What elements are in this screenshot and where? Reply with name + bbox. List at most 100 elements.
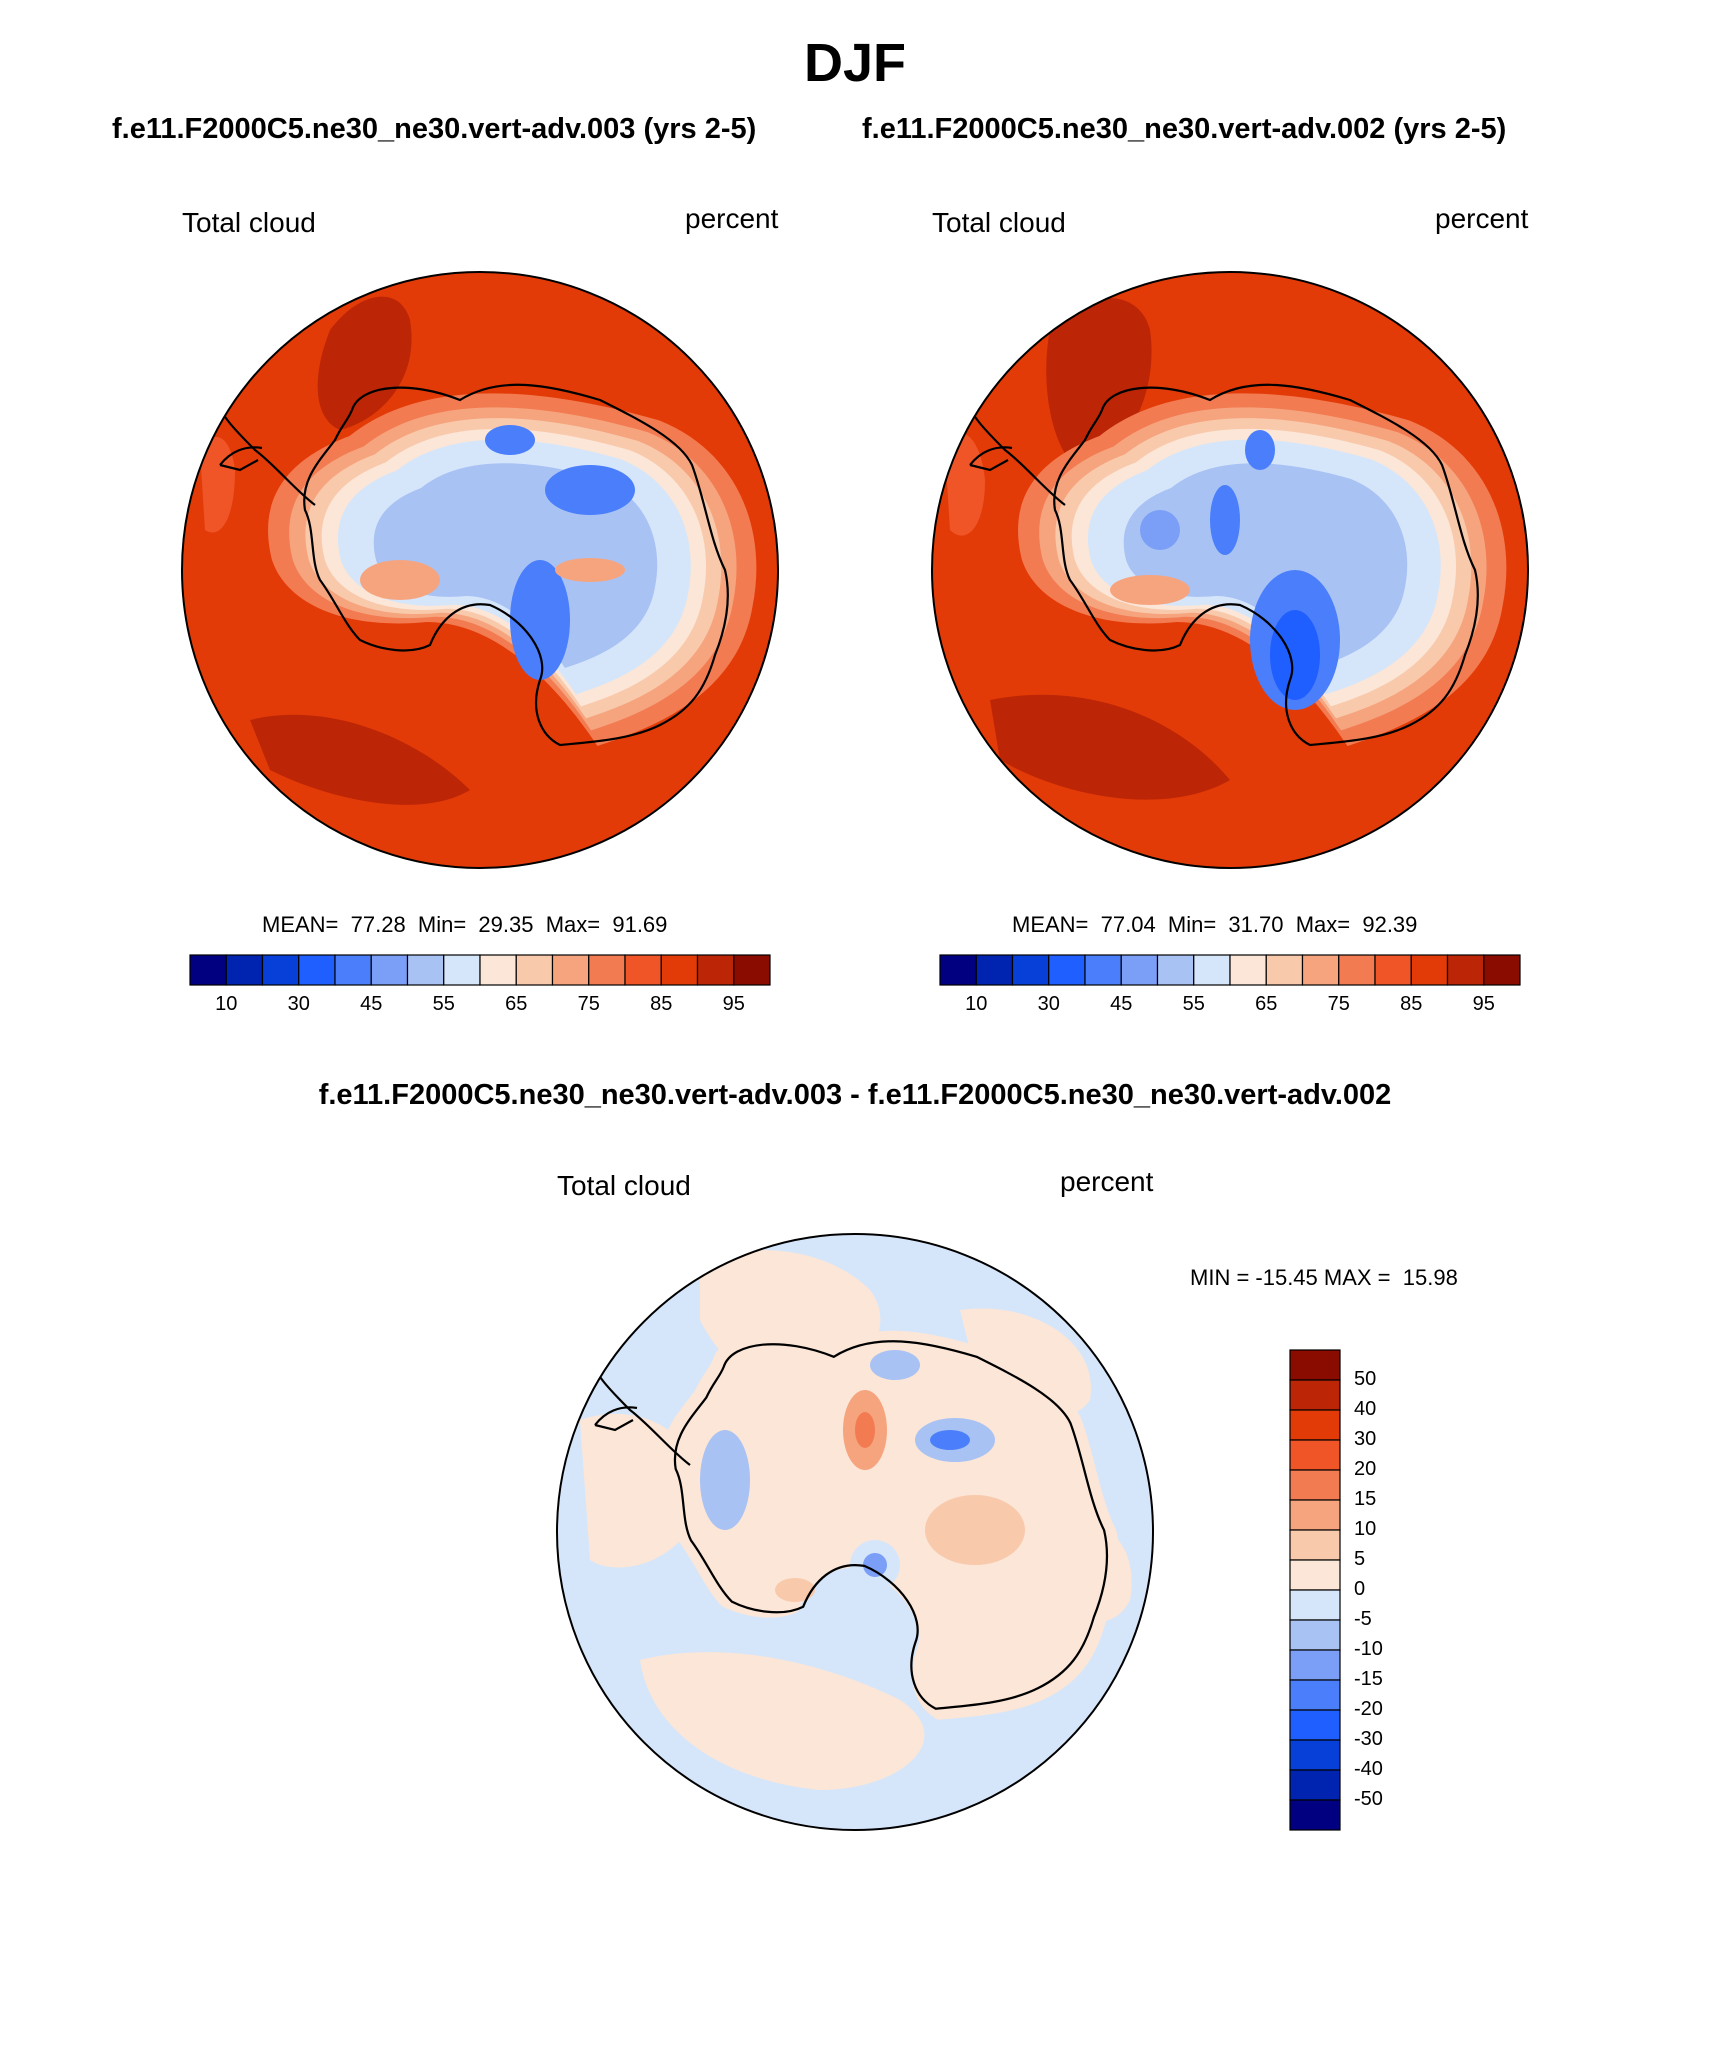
colorbar-swatch <box>1289 1739 1341 1771</box>
colorbar-swatch <box>1446 954 1485 986</box>
field-label-left: Total cloud <box>182 207 316 238</box>
colorbar-tick-label: 10 <box>965 993 988 1015</box>
low-cloud-region <box>1210 485 1240 555</box>
colorbar-swatch <box>624 954 662 986</box>
case-title-right: f.e11.F2000C5.ne30_ne30.vert-adv.002 (yr… <box>862 113 1507 145</box>
colorbar-tick-label: -50 <box>1354 1788 1383 1810</box>
low-cloud-region <box>485 425 535 455</box>
colorbar-swatch <box>975 954 1014 986</box>
colorbar-tick-label: -40 <box>1354 1758 1383 1780</box>
units-label-difference: percent <box>1060 1166 1154 1197</box>
colorbar-tick-label: 95 <box>722 993 745 1015</box>
colorbar-tick-label: 65 <box>505 993 528 1015</box>
figure-title: DJF <box>803 33 906 93</box>
units-label-left: percent <box>685 203 779 234</box>
colorbar-tick-label: -20 <box>1354 1698 1383 1720</box>
field-label-difference: Total cloud <box>557 1170 691 1201</box>
colorbar-tick-label: -30 <box>1354 1728 1383 1750</box>
map-border <box>556 1233 1154 1831</box>
colorbar-swatch <box>1289 1469 1341 1501</box>
colorbar-swatch <box>1289 1409 1341 1441</box>
colorbar-tick-label: 40 <box>1354 1398 1377 1420</box>
colorbar-swatch <box>1301 954 1340 986</box>
colorbar-swatch <box>1289 1349 1341 1381</box>
colorbar-swatch <box>1289 1799 1341 1831</box>
colorbar-tick-label: 65 <box>1255 993 1278 1015</box>
colorbar-swatch <box>660 954 699 986</box>
colorbar-swatch <box>479 954 517 986</box>
colorbar-swatch <box>1048 954 1086 986</box>
colorbar-swatch <box>551 954 590 986</box>
colorbar-tick-label: 55 <box>432 993 455 1015</box>
map-panel-right <box>932 272 1528 868</box>
colorbar-tick-label: 10 <box>215 993 238 1015</box>
colorbar-right <box>939 954 1521 986</box>
colorbar-tick-label: 85 <box>650 993 673 1015</box>
colorbar-tick-label: 45 <box>360 993 383 1015</box>
colorbar-swatch <box>1289 1649 1341 1681</box>
colorbar-swatch <box>370 954 409 986</box>
colorbar-swatch <box>588 954 626 986</box>
difference-title: f.e11.F2000C5.ne30_ne30.vert-adv.003 - f… <box>318 1079 1392 1111</box>
colorbar-swatch <box>261 954 300 986</box>
colorbar-swatch <box>225 954 264 986</box>
colorbar-swatch <box>1410 954 1449 986</box>
stats-left: MEAN= 77.28 Min= 29.35 Max= 91.69 <box>262 912 668 937</box>
colorbar-swatch <box>1289 1709 1341 1741</box>
map-border <box>931 271 1529 869</box>
colorbar-tick-label: 85 <box>1400 993 1423 1015</box>
map-panel-difference <box>557 1234 1153 1830</box>
cloud-field-patch <box>360 560 440 600</box>
high-cloud-region <box>990 694 1230 800</box>
map-panel-left <box>182 272 778 868</box>
colorbar-swatch <box>1289 1529 1341 1561</box>
diff-negative-region <box>930 1430 970 1450</box>
colorbar-tick-label: 45 <box>1110 993 1133 1015</box>
colorbar-swatch <box>1338 954 1376 986</box>
stats-right: MEAN= 77.04 Min= 31.70 Max= 92.39 <box>1012 912 1418 937</box>
colorbar-swatch <box>515 954 554 986</box>
colorbar-swatch <box>733 954 771 986</box>
colorbar-tick-label: 30 <box>1037 993 1060 1015</box>
colorbar-swatch <box>298 954 336 986</box>
colorbar-swatch <box>696 954 735 986</box>
map-border <box>181 271 779 869</box>
colorbar-tick-label: -5 <box>1354 1608 1372 1630</box>
colorbar-tick-label: 95 <box>1472 993 1495 1015</box>
colorbar-swatch <box>189 954 227 986</box>
colorbar-tick-label: -15 <box>1354 1668 1383 1690</box>
colorbar-swatch <box>406 954 445 986</box>
colorbar-swatch <box>1289 1619 1341 1651</box>
colorbar-swatch <box>1374 954 1412 986</box>
units-label-right: percent <box>1435 203 1529 234</box>
high-cloud-region <box>317 296 412 430</box>
low-cloud-region <box>1140 510 1180 550</box>
diff-negative-region <box>863 1553 887 1577</box>
colorbar-swatch <box>1289 1679 1341 1711</box>
colorbar-swatch <box>1289 1379 1341 1411</box>
colorbar-swatch <box>1265 954 1304 986</box>
colorbar-tick-label: 10 <box>1354 1518 1377 1540</box>
diff-positive-region <box>925 1495 1025 1565</box>
colorbar-tick-label: 0 <box>1354 1578 1366 1600</box>
colorbar-tick-label: 5 <box>1354 1548 1366 1570</box>
colorbar-swatch <box>1289 1499 1341 1531</box>
low-cloud-region <box>1270 610 1320 700</box>
colorbar-swatch <box>1229 954 1267 986</box>
colorbar-swatch <box>1156 954 1195 986</box>
colorbar-swatch <box>1483 954 1521 986</box>
colorbar-swatch <box>1289 1439 1341 1471</box>
colorbar-swatch <box>1289 1769 1341 1801</box>
diff-positive-region <box>640 1652 925 1790</box>
colorbar-tick-label: -10 <box>1354 1638 1383 1660</box>
colorbar-tick-label: 55 <box>1182 993 1205 1015</box>
colorbar-swatch <box>939 954 977 986</box>
diff-positive-region <box>775 1578 815 1602</box>
colorbar-tick-label: 30 <box>1354 1428 1377 1450</box>
diff-negative-region <box>700 1430 750 1530</box>
cloud-field-patch <box>555 558 625 582</box>
cloud-field-patch <box>200 436 235 533</box>
diff-negative-region <box>870 1350 920 1380</box>
colorbar-swatch <box>1193 954 1231 986</box>
